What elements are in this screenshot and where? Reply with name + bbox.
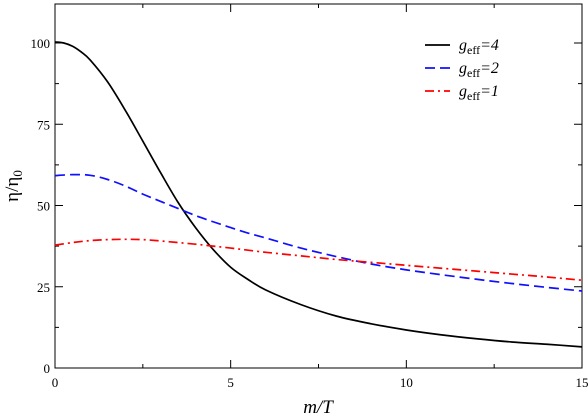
legend-label-base: g xyxy=(459,83,467,100)
legend-label-sub: eff xyxy=(467,66,480,80)
y-axis-label-sub: 0 xyxy=(10,170,25,177)
y-tick-label: 50 xyxy=(37,199,50,214)
legend-label-tail: =4 xyxy=(480,37,499,54)
x-tick-label: 5 xyxy=(227,375,234,390)
legend-label-sub: eff xyxy=(467,89,480,103)
series-group xyxy=(54,41,583,348)
series-line-3 xyxy=(54,238,583,282)
legend-label-1: geff=4 xyxy=(459,37,499,57)
legend-label-base: g xyxy=(459,37,467,54)
y-axis-label: η/η0 xyxy=(2,170,25,202)
legend-label-3: geff=1 xyxy=(459,83,499,103)
y-tick-label: 0 xyxy=(44,361,51,376)
x-tick-label: 10 xyxy=(400,375,413,390)
plot-frame xyxy=(54,3,583,369)
legend-label-tail: =1 xyxy=(480,83,499,100)
legend-label-2: geff=2 xyxy=(459,60,499,80)
legend-label-base: g xyxy=(459,60,467,77)
legend-label-sub: eff xyxy=(467,43,480,57)
y-tick-label: 75 xyxy=(37,117,50,132)
x-axis-label: m/T xyxy=(303,397,334,418)
x-tick-label: 0 xyxy=(52,375,59,390)
y-axis-label-main: η/η xyxy=(2,177,23,202)
y-tick-label: 25 xyxy=(37,280,50,295)
series-line-2 xyxy=(54,173,583,292)
series-line-1 xyxy=(54,41,583,348)
legend-label-tail: =2 xyxy=(480,60,499,77)
tick-group: 0 5 10 15 0 25 50 75 100 xyxy=(31,4,588,390)
y-tick-label: 100 xyxy=(31,36,51,51)
x-tick-label: 15 xyxy=(576,375,588,390)
